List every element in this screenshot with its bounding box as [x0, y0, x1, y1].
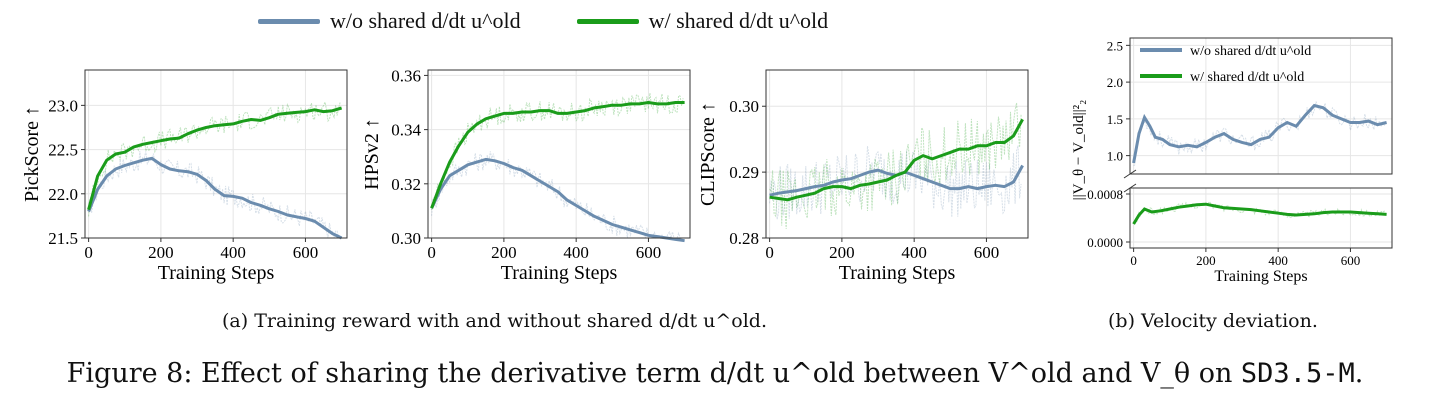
- plot-frame: [1129, 187, 1393, 249]
- y-tick-label: 22.0: [48, 185, 78, 204]
- caption-b: (b) Velocity deviation.: [1108, 310, 1318, 332]
- y-tick-label: 0.32: [391, 175, 421, 194]
- series-raw-trace: [769, 102, 1022, 229]
- legend-label-without: w/o shared d/dt u^old: [330, 8, 521, 33]
- legend-label-with: w/ shared d/dt u^old: [648, 8, 829, 33]
- inner-legend-label: w/ shared d/dt u^old: [1190, 70, 1304, 85]
- chart-panel-0: 0 200 400 600 21.5 22.0 22.5 23.0 Training Steps…: [21, 69, 348, 284]
- legend-entry-with: w/ shared d/dt u^old: [576, 8, 829, 34]
- plot-frame: [84, 69, 348, 239]
- series-raw-trace: [431, 151, 684, 239]
- series-line-1: [769, 118, 1024, 202]
- figure-caption: Figure 8: Effect of sharing the derivati…: [0, 358, 1430, 389]
- x-tick-label: 200: [491, 243, 517, 262]
- y-tick-label: 0.30: [391, 229, 421, 248]
- x-tick-label: 400: [901, 243, 927, 262]
- x-tick-label: 0: [765, 243, 774, 262]
- series-line-0: [87, 156, 343, 240]
- x-tick-label: 400: [1268, 253, 1288, 268]
- legend-swatch-without: [258, 18, 320, 24]
- figure-canvas: 0 200 400 600 21.5 22.0 22.5 23.0 Training Steps…: [21, 37, 1393, 285]
- figure-caption-code: SD3.5-M: [1240, 358, 1355, 389]
- chart-panel-1: 0 200 400 600 0.30 0.32 0.34 0.36 Training Steps…: [361, 66, 691, 284]
- series-raw-trace: [88, 150, 341, 239]
- series-raw-trace: [1133, 101, 1386, 167]
- figure-caption-text: Figure 8: Effect of sharing the derivati…: [66, 358, 1241, 389]
- figure-legend: w/o shared d/dt u^old w/ shared d/dt u^o…: [258, 8, 828, 34]
- y-tick-label: 2.0: [1107, 75, 1123, 90]
- y-tick-label: 2.5: [1107, 38, 1123, 53]
- plot-frame: [765, 69, 1029, 239]
- y-axis-label: ||V_θ − V_old||²₂: [1071, 100, 1087, 201]
- x-axis-label: Training Steps: [1214, 268, 1307, 285]
- y-tick-label: 0.36: [391, 66, 421, 85]
- x-axis-label: Training Steps: [501, 262, 618, 284]
- chart-panel-velocity: 1.0 1.5 2.0 2.5 0.0000 0.0008 0 200 400 600 Traini…: [1071, 37, 1393, 285]
- x-tick-label: 200: [148, 243, 174, 262]
- x-tick-label: 0: [84, 243, 93, 262]
- x-tick-label: 0: [1130, 253, 1137, 268]
- plot-frame: [427, 69, 691, 239]
- y-tick-label: 1.0: [1107, 149, 1123, 164]
- series-line-1: [87, 106, 343, 211]
- y-tick-label: 1.5: [1107, 112, 1123, 127]
- inner-legend-label: w/o shared d/dt u^old: [1190, 44, 1311, 59]
- y-axis-label: CLIPScore ↑: [697, 102, 719, 206]
- y-axis-label: HPSv2 ↑: [361, 118, 383, 190]
- series-raw-trace: [769, 145, 1022, 220]
- x-axis-label: Training Steps: [839, 262, 956, 284]
- y-tick-label: 22.5: [48, 141, 78, 160]
- series-line-1: [430, 101, 685, 209]
- x-tick-label: 0: [427, 243, 436, 262]
- series-line-0: [430, 157, 685, 243]
- x-tick-label: 600: [293, 243, 319, 262]
- x-axis-label: Training Steps: [158, 262, 275, 284]
- figure-caption-end: .: [1354, 358, 1364, 389]
- y-tick-label: 0.30: [729, 97, 759, 116]
- y-tick-label: 23.0: [48, 96, 78, 115]
- legend-swatch-with: [576, 18, 639, 24]
- legend-entry-without: w/o shared d/dt u^old: [258, 8, 521, 34]
- axis-break-mark: [1123, 183, 1137, 193]
- series-line: [1132, 202, 1387, 225]
- x-tick-label: 400: [563, 243, 589, 262]
- x-tick-label: 600: [636, 243, 662, 262]
- chart-panel-2: 0 200 400 600 0.28 0.29 0.30 Training Steps CLIP…: [697, 69, 1029, 284]
- series-raw-trace: [88, 100, 341, 217]
- x-tick-label: 600: [974, 243, 1000, 262]
- y-tick-label: 0.34: [391, 121, 421, 140]
- x-tick-label: 400: [220, 243, 246, 262]
- x-tick-label: 200: [1196, 253, 1216, 268]
- x-tick-label: 600: [1341, 253, 1361, 268]
- y-tick-label: 21.5: [48, 229, 78, 248]
- y-axis-label: PickScore ↑: [21, 106, 43, 202]
- plot-frame: [1129, 37, 1393, 175]
- y-tick-label: 0.28: [729, 229, 759, 248]
- x-tick-label: 200: [829, 243, 855, 262]
- y-tick-label: 0.0000: [1087, 235, 1123, 250]
- y-tick-label: 0.0008: [1087, 187, 1123, 202]
- axis-break-mark: [1123, 169, 1137, 179]
- caption-a: (a) Training reward with and without sha…: [222, 310, 768, 332]
- series-line: [1132, 103, 1387, 164]
- y-tick-label: 0.29: [729, 163, 759, 182]
